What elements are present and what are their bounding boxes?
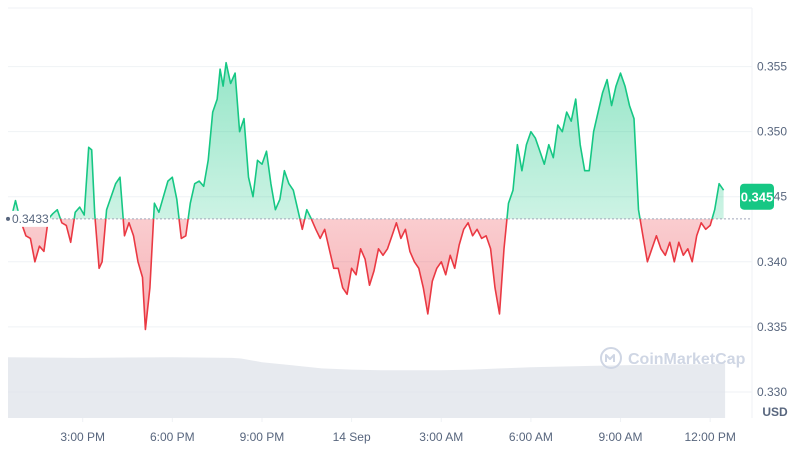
y-tick-label: 0.335 (757, 320, 787, 334)
watermark: CoinMarketCap (600, 347, 746, 369)
x-axis: 3:00 PM 6:00 PM 9:00 PM 14 Sep 3:00 AM 6:00 A… (60, 418, 736, 444)
x-tick-label: 9:00 PM (240, 430, 285, 444)
baseline-label: 0.3433 (6, 210, 50, 227)
price-area-fills (11, 62, 724, 330)
y-tick-label: 0.340 (757, 255, 787, 269)
current-price-badge: 0.345 (740, 183, 774, 210)
y-tick-label: 0.330 (757, 385, 787, 399)
baseline-value-label: 0.3433 (12, 212, 49, 226)
x-tick-label: 14 Sep (333, 430, 371, 444)
price-area-down (11, 218, 724, 330)
price-area-up (11, 62, 724, 219)
watermark-text: CoinMarketCap (628, 351, 746, 368)
currency-label: USD (762, 405, 788, 419)
x-tick-label: 6:00 AM (509, 430, 553, 444)
x-tick-label: 3:00 AM (419, 430, 463, 444)
current-price-text: 0.345 (741, 190, 774, 205)
price-line-up (10, 61, 725, 219)
volume-area-path (8, 357, 726, 418)
x-tick-label: 12:00 PM (684, 430, 735, 444)
price-line-down (10, 218, 713, 331)
x-tick-label: 6:00 PM (150, 430, 195, 444)
x-tick-label: 9:00 AM (599, 430, 643, 444)
volume-area (8, 357, 726, 418)
price-lines (10, 61, 725, 331)
baseline-dot (6, 216, 10, 221)
y-tick-label: 0.355 (757, 60, 787, 74)
y-tick-label: 0.350 (757, 125, 787, 139)
x-tick-label: 3:00 PM (60, 430, 105, 444)
coinmarketcap-logo-icon (600, 347, 622, 369)
